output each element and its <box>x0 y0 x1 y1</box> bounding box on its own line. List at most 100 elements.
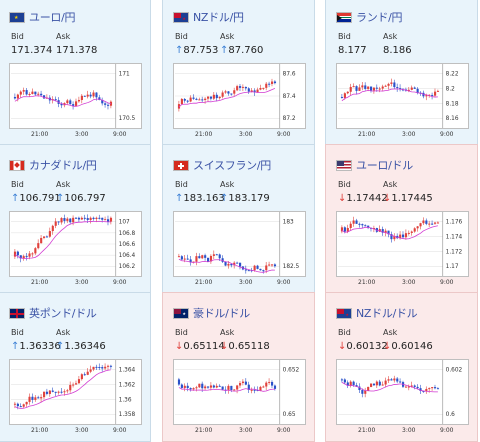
candle <box>89 369 92 372</box>
candle <box>221 258 224 262</box>
rate-card-chf-jpy[interactable]: スイスフラン/円 Bid Ask ↑183.163 ↑183.179 183 182.5 21… <box>162 144 315 294</box>
rate-card-eur-usd[interactable]: ユーロ/ドル Bid Ask ↓1.17442 ↓1.17445 1.176 1.174 1.… <box>325 144 478 294</box>
rate-card-zar-jpy[interactable]: ランド/円 Bid Ask 8.177 8.186 8.22 8.2 8.18 8.16 21:0… <box>325 0 478 146</box>
candle <box>239 262 242 267</box>
candle <box>209 96 213 99</box>
rate-card-nzd-jpy[interactable]: ★ NZドル/円 Bid Ask ↑87.753 ↑87.760 87.6 87.4 87.2 2… <box>162 0 315 146</box>
candlestick-chart[interactable]: 1.176 1.174 1.172 1.17 <box>336 211 469 277</box>
pair-title-link[interactable]: カナダドル/円 <box>29 159 97 172</box>
up-arrow-icon: ↑ <box>11 341 20 352</box>
x-tick-label: 3:00 <box>75 131 89 138</box>
candle <box>247 270 250 272</box>
y-tick-label: 106.6 <box>119 242 136 248</box>
candle <box>436 90 440 92</box>
candle <box>236 385 239 390</box>
pair-title-link[interactable]: ユーロ/ドル <box>356 159 413 172</box>
candle <box>256 265 259 269</box>
moving-average-line <box>178 258 275 273</box>
candle <box>95 217 98 220</box>
chart-svg: 107 106.8 106.6 106.4 106.2 <box>11 212 136 276</box>
candle <box>372 87 376 91</box>
candle <box>43 95 46 99</box>
candle <box>367 225 370 228</box>
pair-title-link[interactable]: ランド/円 <box>356 11 403 24</box>
chart-svg: 171 170.5 <box>11 64 136 128</box>
rate-card-aud-usd[interactable]: ★ 豪ドル/ドル Bid Ask ↓0.65114 ↓0.65118 0.652 0.65 21… <box>162 292 315 442</box>
card-header: ★ NZドル/円 <box>173 9 244 25</box>
candle <box>364 390 367 394</box>
chart-svg: 0.652 0.65 <box>175 360 300 424</box>
candle <box>265 382 268 387</box>
candle <box>419 388 422 392</box>
pair-title-link[interactable]: NZドル/ドル <box>356 307 418 320</box>
candle <box>428 223 431 225</box>
candlestick-chart[interactable]: 183 182.5 <box>173 211 306 277</box>
candle <box>352 86 355 88</box>
candlestick-chart[interactable]: 0.652 0.65 <box>173 359 306 425</box>
moving-average-line <box>341 225 438 240</box>
candle <box>204 255 207 258</box>
candlestick-chart[interactable]: 87.6 87.4 87.2 <box>173 63 306 129</box>
candle <box>25 90 28 95</box>
candle <box>407 386 410 388</box>
candle <box>434 222 437 224</box>
x-axis-labels: 21:00 3:00 9:00 <box>173 427 306 435</box>
candle <box>72 217 75 223</box>
candle <box>375 87 378 89</box>
candle <box>57 391 60 393</box>
pair-title-link[interactable]: 英ポンド/ドル <box>29 307 97 320</box>
candle <box>361 390 364 394</box>
candle <box>34 248 37 254</box>
x-axis-labels: 21:00 3:00 9:00 <box>9 279 142 287</box>
x-tick-label: 21:00 <box>195 279 213 286</box>
card-header: ★ 豪ドル/ドル <box>173 305 250 321</box>
candle <box>370 383 373 387</box>
ask-value-text: 0.60146 <box>391 341 433 352</box>
candle <box>63 218 66 221</box>
candle <box>195 387 198 389</box>
rate-card-nzd-usd[interactable]: ★ NZドル/ドル Bid Ask ↓0.60132 ↓0.60146 0.602 0.6 21… <box>325 292 478 442</box>
card-header: 英ポンド/ドル <box>9 305 97 321</box>
bid-value: 171.374 <box>11 45 52 56</box>
y-tick-label: 0.65 <box>283 412 296 418</box>
up-arrow-icon: ↑ <box>56 193 65 204</box>
ask-value: ↓0.65118 <box>220 341 270 352</box>
candle <box>215 254 218 256</box>
candle <box>80 95 83 100</box>
candlestick-chart[interactable]: 1.364 1.362 1.36 1.358 <box>9 359 142 425</box>
pair-title-link[interactable]: ユーロ/円 <box>29 11 76 24</box>
candlestick-chart[interactable]: 8.22 8.2 8.18 8.16 <box>336 63 469 129</box>
down-arrow-icon: ↓ <box>175 341 184 352</box>
candle <box>40 397 43 399</box>
x-tick-label: 9:00 <box>113 279 127 286</box>
pair-title-link[interactable]: NZドル/円 <box>193 11 244 24</box>
rate-card-gbp-usd[interactable]: 英ポンド/ドル Bid Ask ↑1.36336 ↑1.36346 1.364 1.362 1… <box>0 292 151 442</box>
rate-card-eur-jpy[interactable]: ★ ユーロ/円 Bid Ask 171.374 171.378 171 170.5 21:00 3… <box>0 0 151 146</box>
bid-value-text: 1.17442 <box>346 193 388 204</box>
pair-title-link[interactable]: 豪ドル/ドル <box>193 307 250 320</box>
candle <box>28 253 31 257</box>
candle <box>396 378 399 382</box>
y-tick-label: 106.4 <box>119 253 136 259</box>
candle <box>104 366 107 369</box>
candle <box>207 96 210 99</box>
candle <box>60 218 63 223</box>
ask-value-text: 171.378 <box>56 45 98 56</box>
candlestick-chart[interactable]: 0.602 0.6 <box>336 359 469 425</box>
candle <box>34 397 37 400</box>
pair-title-link[interactable]: スイスフラン/円 <box>193 159 271 172</box>
rate-card-cad-jpy[interactable]: カナダドル/円 Bid Ask ↑106.791 ↑106.797 107 106.8 106… <box>0 144 151 294</box>
candle <box>75 101 78 106</box>
candle <box>69 384 72 391</box>
candle <box>66 390 69 392</box>
candle <box>221 92 224 97</box>
candlestick-chart[interactable]: 171 170.5 <box>9 63 142 129</box>
x-tick-label: 3:00 <box>239 279 253 286</box>
candle <box>361 85 364 88</box>
candle <box>86 94 89 97</box>
candle <box>16 94 19 99</box>
candle <box>381 384 384 386</box>
nz-flag-icon: ★ <box>336 307 352 319</box>
candlestick-chart[interactable]: 107 106.8 106.6 106.4 106.2 <box>9 211 142 277</box>
candle <box>256 390 259 392</box>
